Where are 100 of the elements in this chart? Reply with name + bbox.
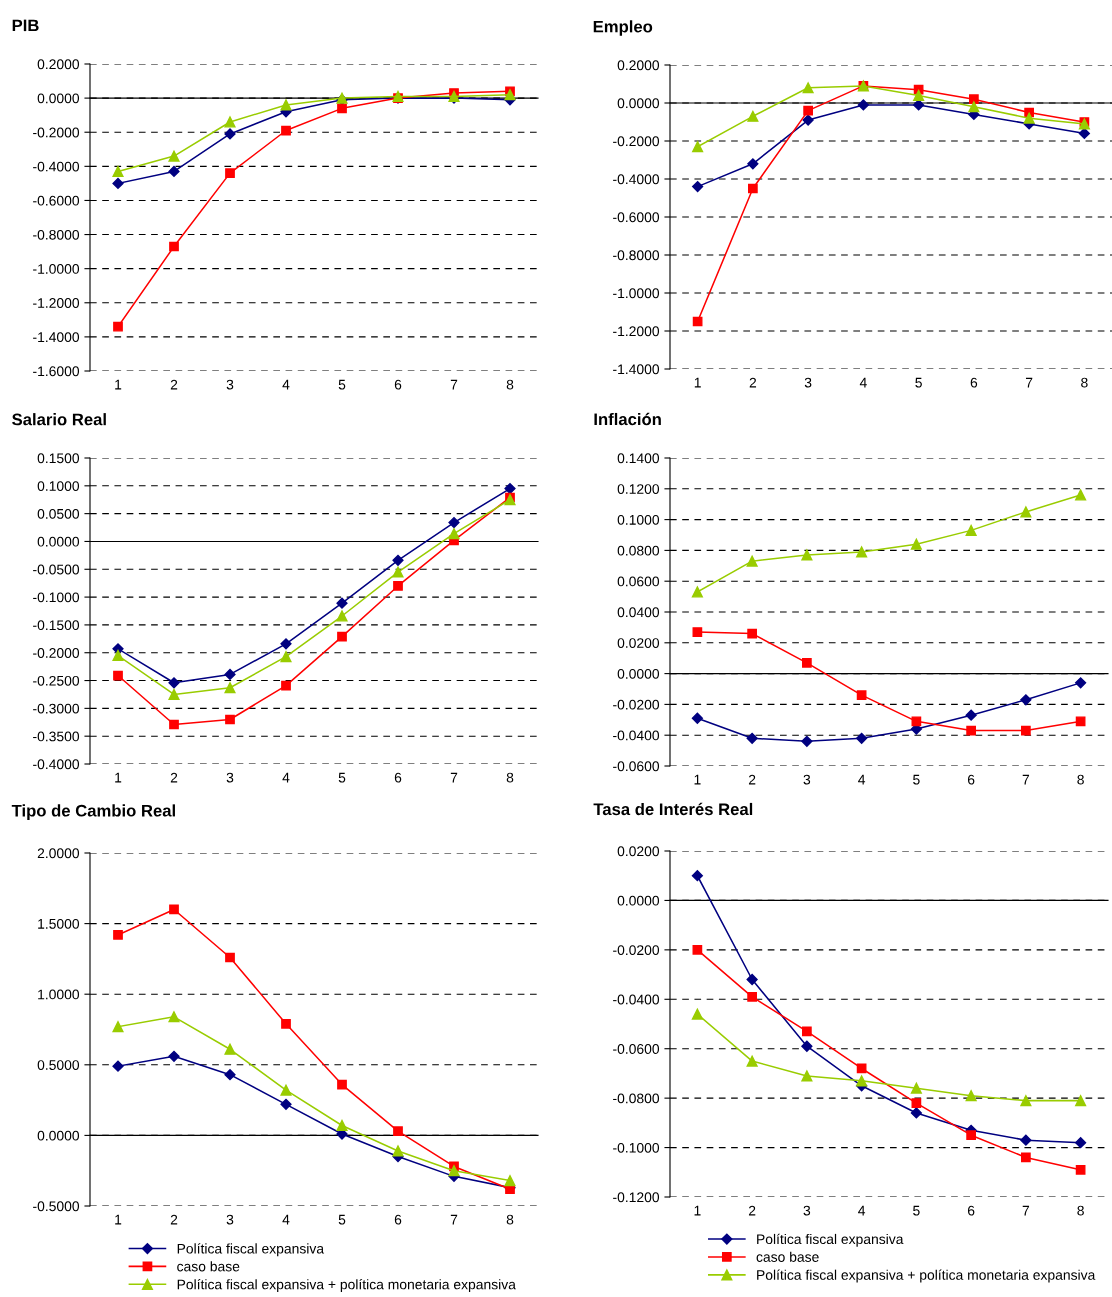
y-tick-label: -0.0800 — [613, 1093, 660, 1104]
x-tick-label: 7 — [450, 772, 458, 783]
y-tick-label: -0.0500 — [33, 564, 80, 575]
x-tick-label: 3 — [226, 1214, 234, 1225]
y-tick-label: 2.0000 — [37, 848, 80, 859]
chart-title: Tasa de Interés Real — [593, 802, 753, 816]
x-tick-label: 5 — [913, 1205, 920, 1216]
y-tick-label: 0.1000 — [37, 481, 80, 491]
x-tick-label: 2 — [170, 1214, 178, 1225]
x-tick-label: 8 — [506, 1214, 514, 1225]
x-tick-label: 5 — [913, 774, 920, 785]
x-tick-label: 3 — [226, 772, 234, 783]
y-tick-label: 0.1200 — [617, 484, 660, 494]
y-tick-label: -1.2000 — [613, 326, 660, 337]
x-tick-label: 4 — [858, 774, 866, 785]
x-tick-label: 3 — [226, 379, 234, 390]
y-tick-label: -0.1200 — [613, 1192, 660, 1203]
x-tick-label: 6 — [394, 772, 402, 783]
y-tick-label: -0.0200 — [613, 699, 660, 710]
legend-label: caso base — [177, 1261, 240, 1272]
x-tick-label: 7 — [1022, 774, 1030, 785]
x-tick-label: 4 — [858, 1205, 866, 1216]
x-tick-label: 1 — [115, 1214, 122, 1225]
y-tick-label: -0.2000 — [33, 648, 80, 658]
y-tick-label: -0.1000 — [613, 1142, 660, 1153]
x-tick-label: 1 — [694, 774, 701, 785]
chart-title: Tipo de Cambio Real — [11, 804, 175, 820]
x-tick-label: 6 — [967, 774, 975, 785]
chart-title: PIB — [12, 19, 39, 32]
x-tick-label: 5 — [338, 772, 346, 783]
y-tick-label: 0.0000 — [37, 536, 80, 547]
y-tick-label: 1.5000 — [38, 918, 80, 929]
y-tick-label: -0.1500 — [33, 620, 80, 631]
y-tick-label: -0.2000 — [613, 136, 660, 147]
y-tick-label: 0.2000 — [37, 59, 80, 70]
legend-label: Política fiscal expansiva — [177, 1243, 325, 1257]
y-tick-label: 0.1400 — [617, 453, 660, 464]
y-tick-label: -0.4000 — [613, 174, 660, 185]
y-tick-label: -1.0000 — [33, 264, 80, 274]
y-tick-label: 0.0200 — [617, 638, 660, 648]
x-tick-label: 1 — [115, 772, 122, 783]
y-tick-label: -1.4000 — [33, 332, 80, 343]
x-tick-label: 4 — [859, 377, 867, 388]
y-tick-label: -0.0200 — [613, 945, 660, 956]
legend-label: Política fiscal expansiva + política monetaria expansiva — [177, 1278, 516, 1293]
x-tick-label: 5 — [338, 379, 346, 390]
x-tick-label: 7 — [450, 379, 458, 390]
x-tick-label: 4 — [282, 772, 290, 783]
x-tick-label: 6 — [394, 379, 402, 390]
y-tick-label: -0.6000 — [33, 195, 80, 206]
x-tick-label: 4 — [282, 379, 290, 390]
x-tick-label: 8 — [506, 772, 514, 783]
x-tick-label: 7 — [1022, 1205, 1030, 1216]
chart-title: Salario Real — [12, 413, 106, 426]
x-tick-label: 2 — [170, 772, 178, 783]
y-tick-label: -0.0600 — [613, 1044, 660, 1054]
y-tick-label: -0.0400 — [613, 994, 660, 1005]
y-tick-label: 0.0800 — [617, 545, 660, 556]
y-tick-label: 0.0000 — [37, 1130, 80, 1141]
y-tick-label: 0.0000 — [617, 895, 660, 906]
y-tick-label: 0.0000 — [617, 668, 660, 679]
x-tick-label: 1 — [694, 1205, 701, 1216]
y-tick-label: 0.1500 — [37, 453, 80, 464]
x-tick-label: 3 — [804, 377, 812, 388]
legend-label: caso base — [756, 1251, 819, 1262]
y-tick-label: -1.0000 — [613, 288, 660, 299]
y-tick-label: -0.3500 — [33, 731, 80, 742]
x-tick-label: 7 — [1025, 377, 1033, 388]
chart-title: Inflación — [594, 412, 661, 426]
y-tick-label: 0.0000 — [617, 98, 660, 109]
y-tick-label: 0.1000 — [617, 514, 660, 525]
x-tick-label: 2 — [748, 774, 756, 785]
y-tick-label: -0.4000 — [33, 161, 80, 172]
y-tick-label: -0.3000 — [33, 703, 80, 714]
chart-title: Empleo — [593, 20, 653, 36]
y-tick-label: 0.0200 — [617, 846, 660, 857]
y-tick-label: 0.0500 — [37, 508, 80, 519]
y-tick-label: 0.2000 — [617, 60, 660, 71]
x-tick-label: 2 — [748, 1205, 756, 1216]
y-tick-label: -0.5000 — [33, 1201, 80, 1212]
y-tick-label: 1.0000 — [38, 989, 80, 1000]
y-tick-label: 0.5000 — [37, 1060, 80, 1070]
x-tick-label: 7 — [450, 1214, 458, 1225]
x-tick-label: 1 — [115, 379, 122, 390]
y-tick-label: -1.4000 — [613, 364, 660, 375]
y-tick-label: 0.0000 — [37, 93, 80, 104]
x-tick-label: 8 — [1081, 377, 1088, 388]
x-tick-label: 5 — [338, 1214, 346, 1225]
y-tick-label: -0.0400 — [613, 730, 660, 741]
y-tick-label: -1.2000 — [33, 298, 80, 308]
y-tick-label: -0.8000 — [33, 229, 80, 240]
x-tick-label: 4 — [282, 1214, 290, 1225]
x-tick-label: 6 — [394, 1214, 402, 1225]
x-tick-label: 3 — [803, 1205, 811, 1216]
y-tick-label: -0.2000 — [33, 127, 80, 138]
legend-label: Política fiscal expansiva — [757, 1233, 904, 1247]
y-tick-label: -1.6000 — [33, 366, 80, 377]
y-tick-label: -0.2500 — [33, 675, 80, 686]
x-tick-label: 6 — [967, 1205, 975, 1216]
x-tick-label: 8 — [506, 379, 514, 390]
